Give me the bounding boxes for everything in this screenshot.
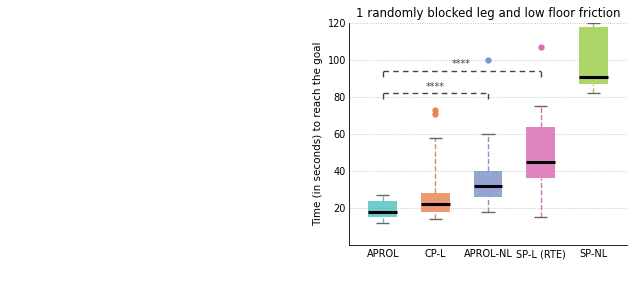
Y-axis label: Time (in seconds) to reach the goal: Time (in seconds) to reach the goal xyxy=(314,42,323,226)
FancyBboxPatch shape xyxy=(369,201,397,217)
Text: ****: **** xyxy=(452,60,471,70)
FancyBboxPatch shape xyxy=(526,127,555,178)
FancyBboxPatch shape xyxy=(579,27,607,84)
Text: ****: **** xyxy=(426,82,445,92)
FancyBboxPatch shape xyxy=(421,193,450,212)
Title: 1 randomly blocked leg and low floor friction: 1 randomly blocked leg and low floor fri… xyxy=(356,7,620,20)
FancyBboxPatch shape xyxy=(474,171,502,197)
